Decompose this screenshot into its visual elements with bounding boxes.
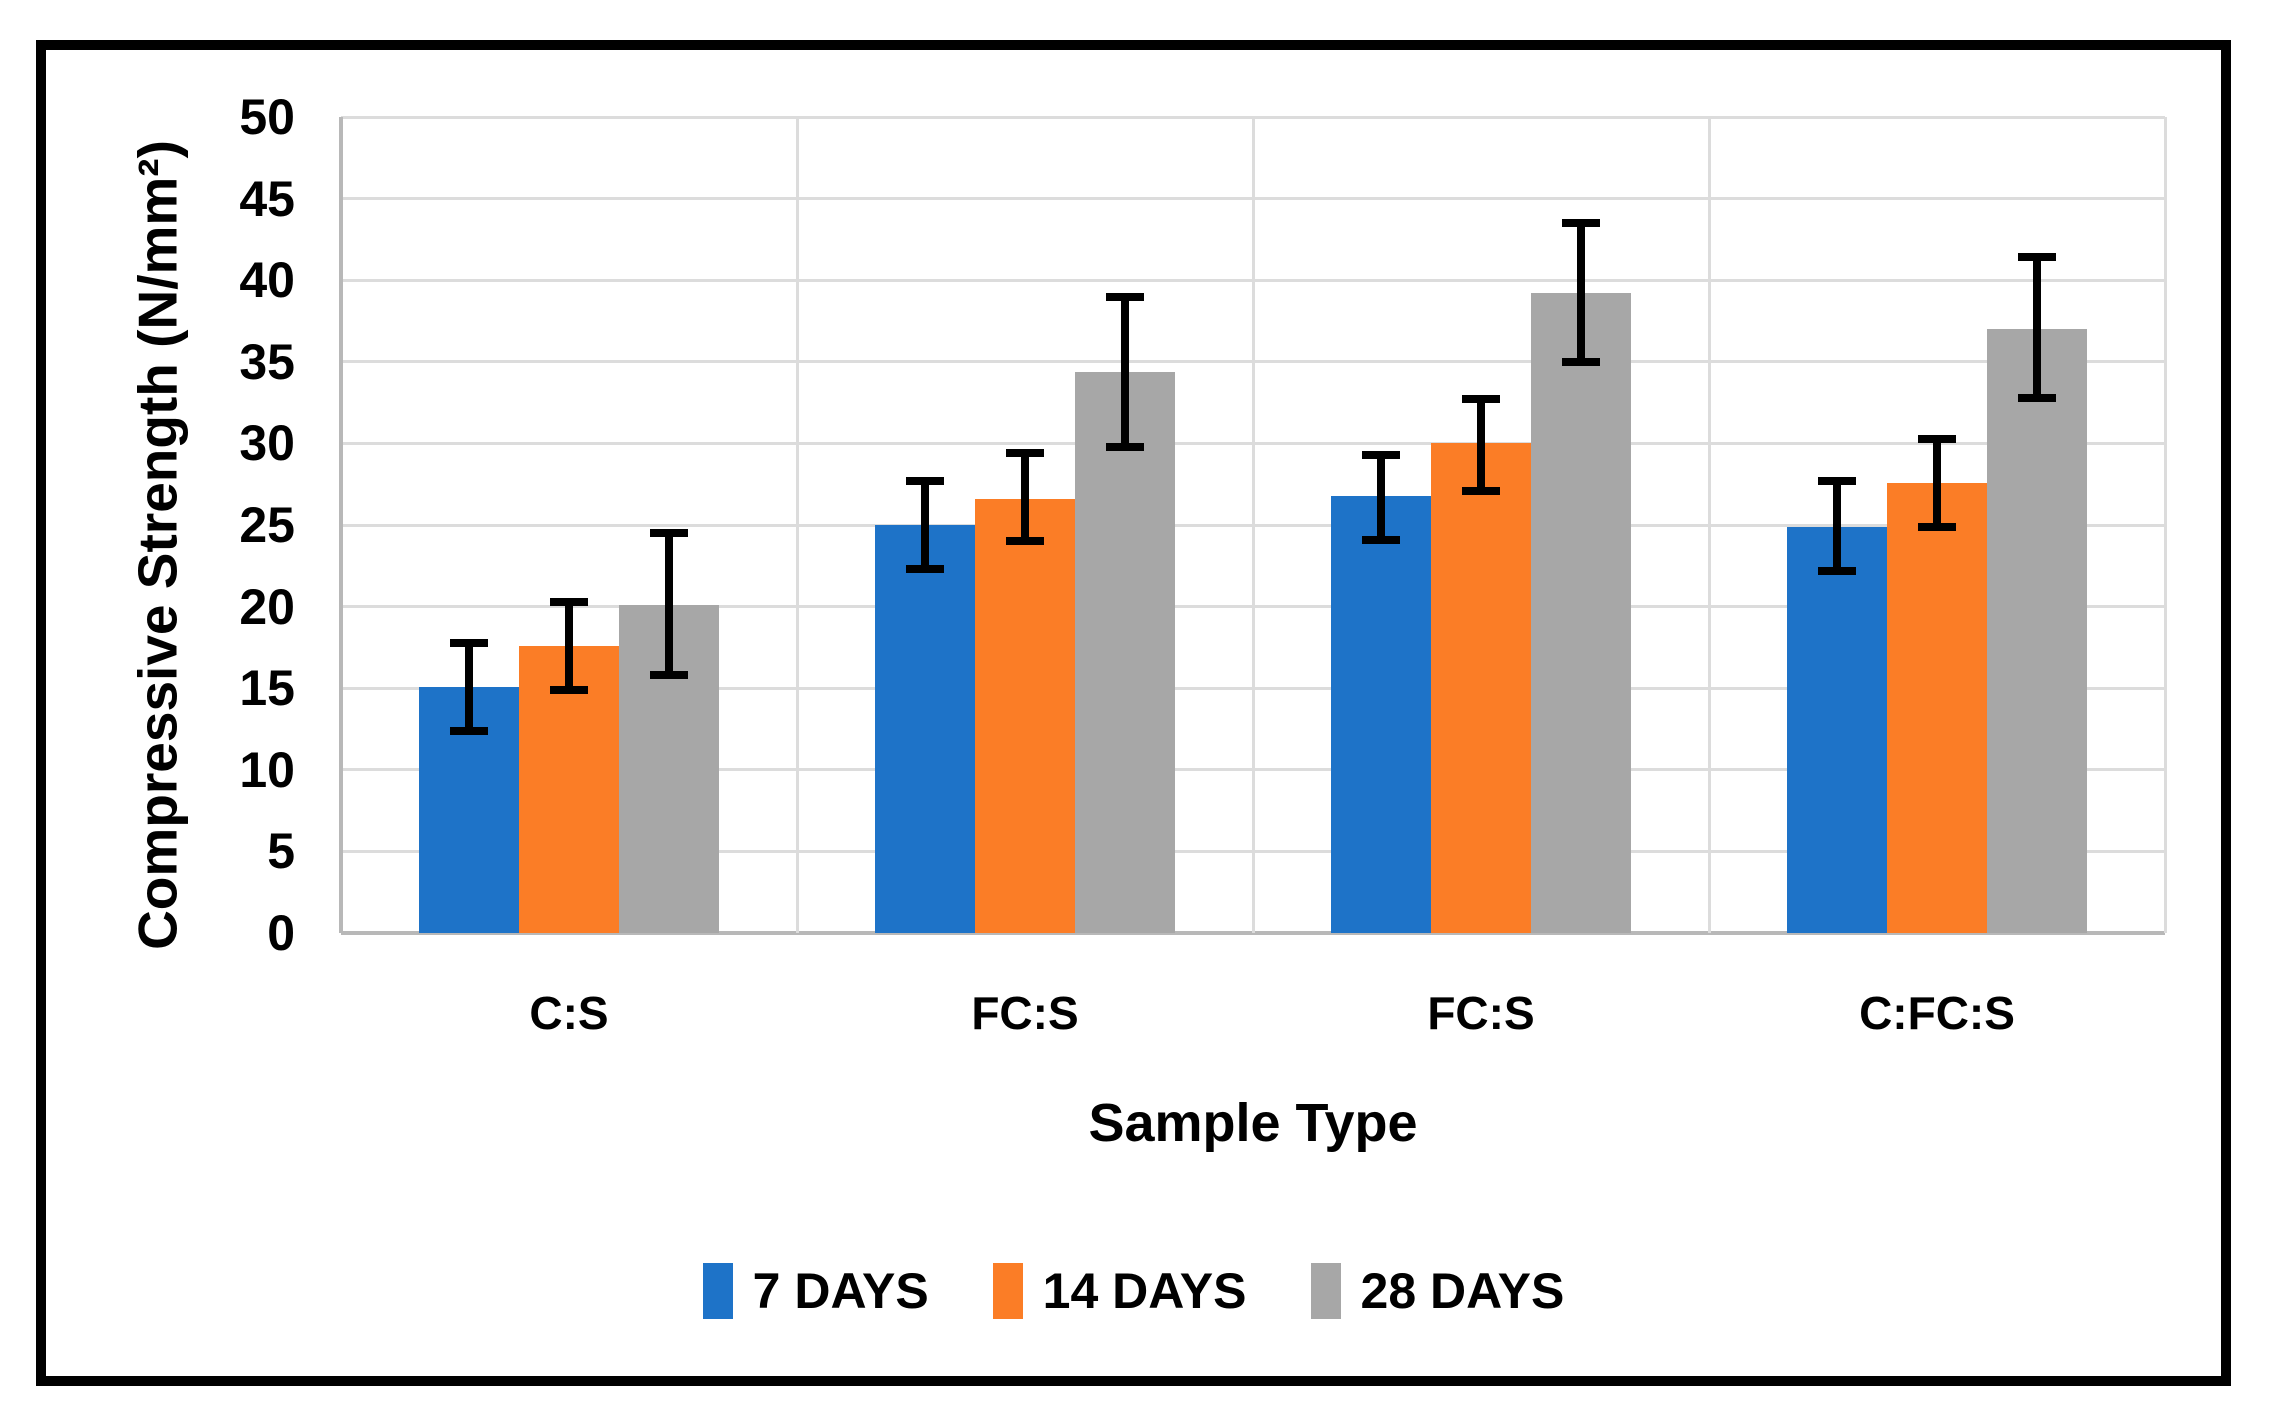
bar — [1331, 495, 1431, 933]
bar — [1431, 443, 1531, 933]
x-category-label: FC:S — [971, 987, 1079, 1039]
category-separator — [2163, 117, 2167, 933]
figure-border — [36, 40, 2231, 1386]
error-bar-cap-bottom — [1006, 537, 1044, 546]
error-bar-line — [921, 480, 929, 570]
legend: 7 DAYS 14 DAYS 28 DAYS — [46, 1258, 2221, 1324]
y-tick-label: 25 — [239, 497, 295, 553]
x-axis-title: Sample Type — [1088, 1093, 1418, 1153]
error-bar-line — [565, 601, 573, 690]
y-axis-title: Compressive Strength (N/mm²) — [126, 140, 189, 950]
x-category-label: C:S — [529, 987, 609, 1039]
error-bar-cap-top — [906, 476, 944, 485]
error-bar-cap-bottom — [906, 565, 944, 574]
error-bar-cap-bottom — [1106, 442, 1144, 451]
bar — [1075, 371, 1175, 933]
error-bar-cap-bottom — [1362, 535, 1400, 544]
category-separator — [1251, 117, 1255, 933]
error-bar-line — [1833, 480, 1841, 571]
error-bar-line — [1121, 296, 1129, 447]
x-category-label: FC:S — [1427, 987, 1535, 1039]
y-tick-label: 50 — [239, 89, 295, 145]
bar — [1987, 329, 2087, 933]
legend-item: 7 DAYS — [702, 1263, 929, 1319]
y-tick-label: 0 — [267, 905, 295, 961]
error-bar-cap-top — [1562, 219, 1600, 228]
error-bar-cap-top — [550, 597, 588, 606]
error-bar-line — [1021, 453, 1029, 542]
legend-label: 14 DAYS — [1042, 1263, 1247, 1319]
y-tick-label: 20 — [239, 578, 295, 635]
category-separator — [795, 117, 799, 933]
bar — [1787, 526, 1887, 933]
error-bar-line — [1377, 454, 1385, 540]
y-tick-label: 15 — [239, 660, 295, 717]
error-bar-cap-top — [1362, 450, 1400, 459]
error-bar-line — [2033, 257, 2041, 398]
bar — [1531, 293, 1631, 933]
error-bar-cap-bottom — [1462, 486, 1500, 495]
error-bar-cap-bottom — [1918, 522, 1956, 531]
error-bar-line — [1933, 438, 1941, 527]
error-bar-line — [1577, 223, 1585, 362]
error-bar-cap-bottom — [1818, 566, 1856, 575]
legend-swatch — [992, 1263, 1023, 1319]
legend-label: 7 DAYS — [752, 1263, 929, 1319]
y-tick-label: 10 — [239, 741, 295, 798]
error-bar-cap-top — [450, 638, 488, 647]
y-tick-label: 45 — [239, 170, 295, 227]
error-bar-cap-bottom — [1562, 357, 1600, 366]
legend-item: 28 DAYS — [1310, 1263, 1565, 1319]
error-bar-cap-top — [1462, 395, 1500, 404]
y-tick-label: 5 — [267, 823, 295, 880]
legend-item: 14 DAYS — [992, 1263, 1247, 1319]
y-tick-label: 35 — [239, 333, 295, 390]
bar — [1887, 482, 1987, 933]
x-axis-line — [341, 931, 2165, 935]
error-bar-cap-top — [1818, 476, 1856, 485]
error-bar-cap-top — [650, 529, 688, 538]
bar — [875, 525, 975, 933]
error-bar-line — [1477, 399, 1485, 491]
error-bar-cap-top — [1106, 292, 1144, 301]
legend-swatch — [702, 1263, 733, 1319]
error-bar-line — [465, 642, 473, 731]
y-tick-label: 30 — [239, 415, 295, 472]
x-category-label: C:FC:S — [1859, 987, 2015, 1039]
category-separator — [1707, 117, 1711, 933]
error-bar-cap-top — [1006, 449, 1044, 458]
error-bar-cap-bottom — [450, 726, 488, 735]
error-bar-cap-top — [2018, 253, 2056, 262]
error-bar-cap-bottom — [650, 671, 688, 680]
error-bar-cap-bottom — [550, 685, 588, 694]
legend-label: 28 DAYS — [1360, 1263, 1565, 1319]
error-bar-cap-top — [1918, 434, 1956, 443]
y-tick-label: 40 — [239, 252, 295, 309]
error-bar-cap-bottom — [2018, 393, 2056, 402]
y-axis-line — [339, 117, 343, 933]
bar — [975, 498, 1075, 933]
error-bar-line — [665, 533, 673, 676]
legend-swatch — [1310, 1263, 1341, 1319]
